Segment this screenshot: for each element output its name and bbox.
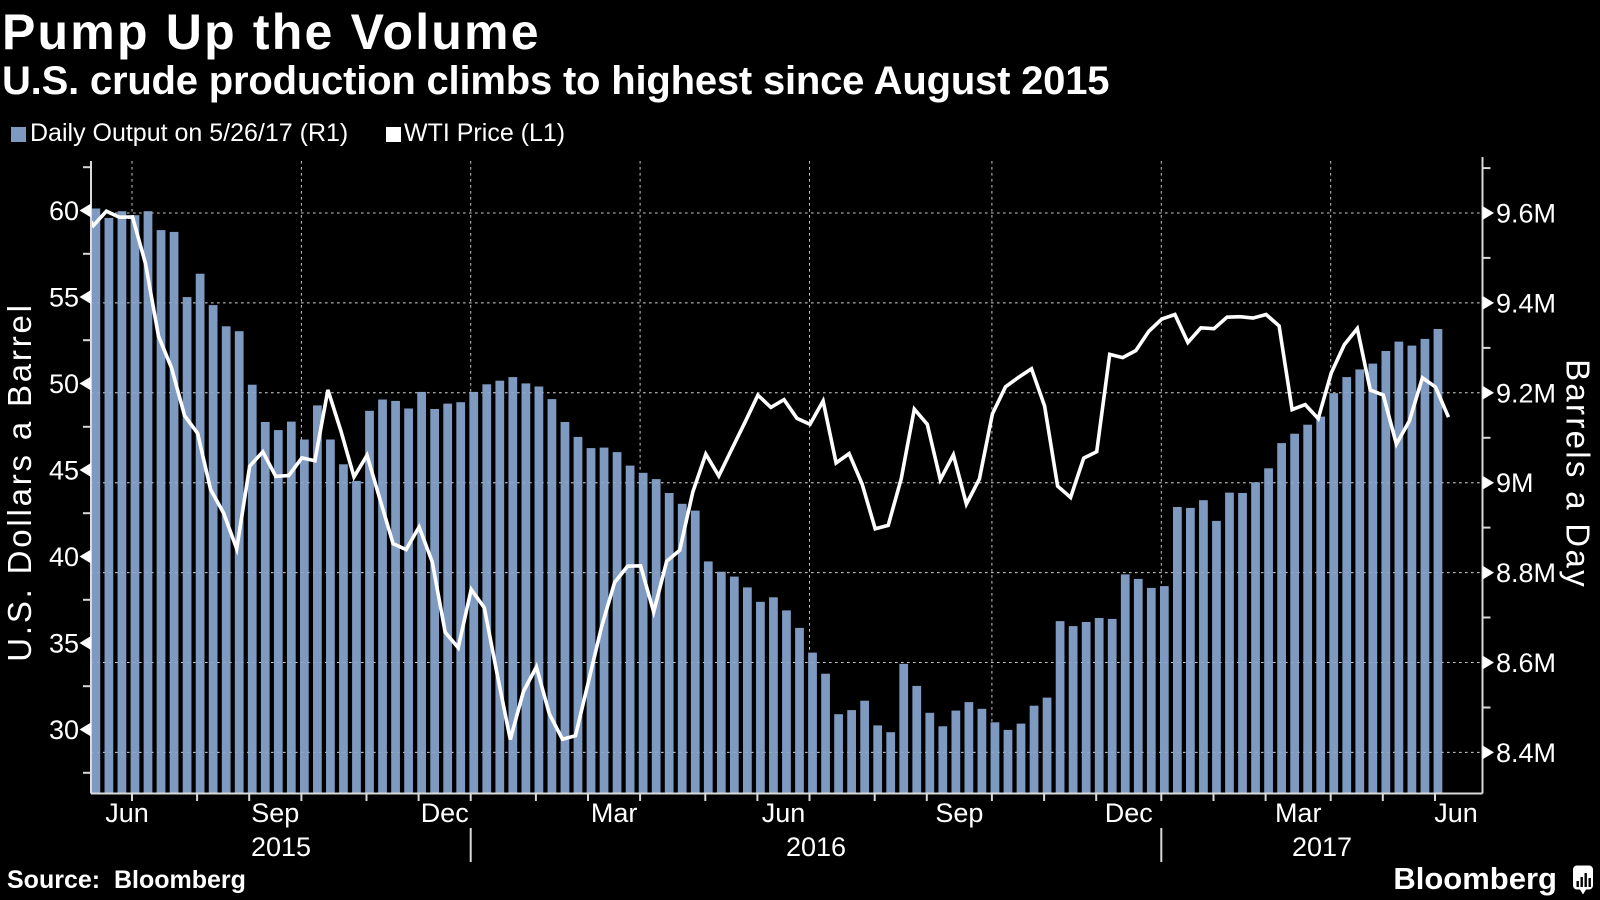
svg-text:Mar: Mar xyxy=(1275,798,1322,828)
svg-text:Jun: Jun xyxy=(1434,798,1478,828)
svg-text:Barrels a Day: Barrels a Day xyxy=(1560,359,1597,589)
svg-text:Jun: Jun xyxy=(105,798,149,828)
svg-text:55: 55 xyxy=(49,283,79,313)
svg-text:9M: 9M xyxy=(1496,468,1534,498)
svg-text:9.6M: 9.6M xyxy=(1496,199,1556,229)
svg-text:Source: Bloomberg: Source: Bloomberg xyxy=(7,866,246,894)
svg-text:9.2M: 9.2M xyxy=(1496,378,1556,408)
svg-text:Daily Output on 5/26/17 (R1): Daily Output on 5/26/17 (R1) xyxy=(30,119,348,147)
svg-text:Dec: Dec xyxy=(1105,798,1153,828)
svg-text:2015: 2015 xyxy=(251,832,311,862)
svg-text:9.4M: 9.4M xyxy=(1496,288,1556,318)
svg-text:U.S. Dollars a Barrel: U.S. Dollars a Barrel xyxy=(1,302,38,662)
svg-text:30: 30 xyxy=(49,715,79,745)
svg-text:Pump Up the Volume: Pump Up the Volume xyxy=(2,4,541,60)
svg-text:60: 60 xyxy=(49,196,79,226)
svg-text:Sep: Sep xyxy=(251,798,299,828)
svg-text:8.8M: 8.8M xyxy=(1496,558,1556,588)
svg-text:40: 40 xyxy=(49,542,79,572)
svg-text:50: 50 xyxy=(49,369,79,399)
svg-text:Dec: Dec xyxy=(421,798,469,828)
svg-text:WTI Price (L1): WTI Price (L1) xyxy=(404,119,565,147)
svg-text:8.4M: 8.4M xyxy=(1496,738,1556,768)
svg-text:35: 35 xyxy=(49,629,79,659)
svg-text:Sep: Sep xyxy=(935,798,983,828)
svg-text:Mar: Mar xyxy=(591,798,638,828)
svg-text:2016: 2016 xyxy=(786,832,846,862)
svg-text:2017: 2017 xyxy=(1292,832,1352,862)
svg-text:Bloomberg: Bloomberg xyxy=(1393,861,1557,896)
svg-text:8.6M: 8.6M xyxy=(1496,648,1556,678)
svg-text:U.S. crude production climbs t: U.S. crude production climbs to highest … xyxy=(2,59,1109,103)
svg-text:45: 45 xyxy=(49,456,79,486)
svg-text:Jun: Jun xyxy=(762,798,806,828)
